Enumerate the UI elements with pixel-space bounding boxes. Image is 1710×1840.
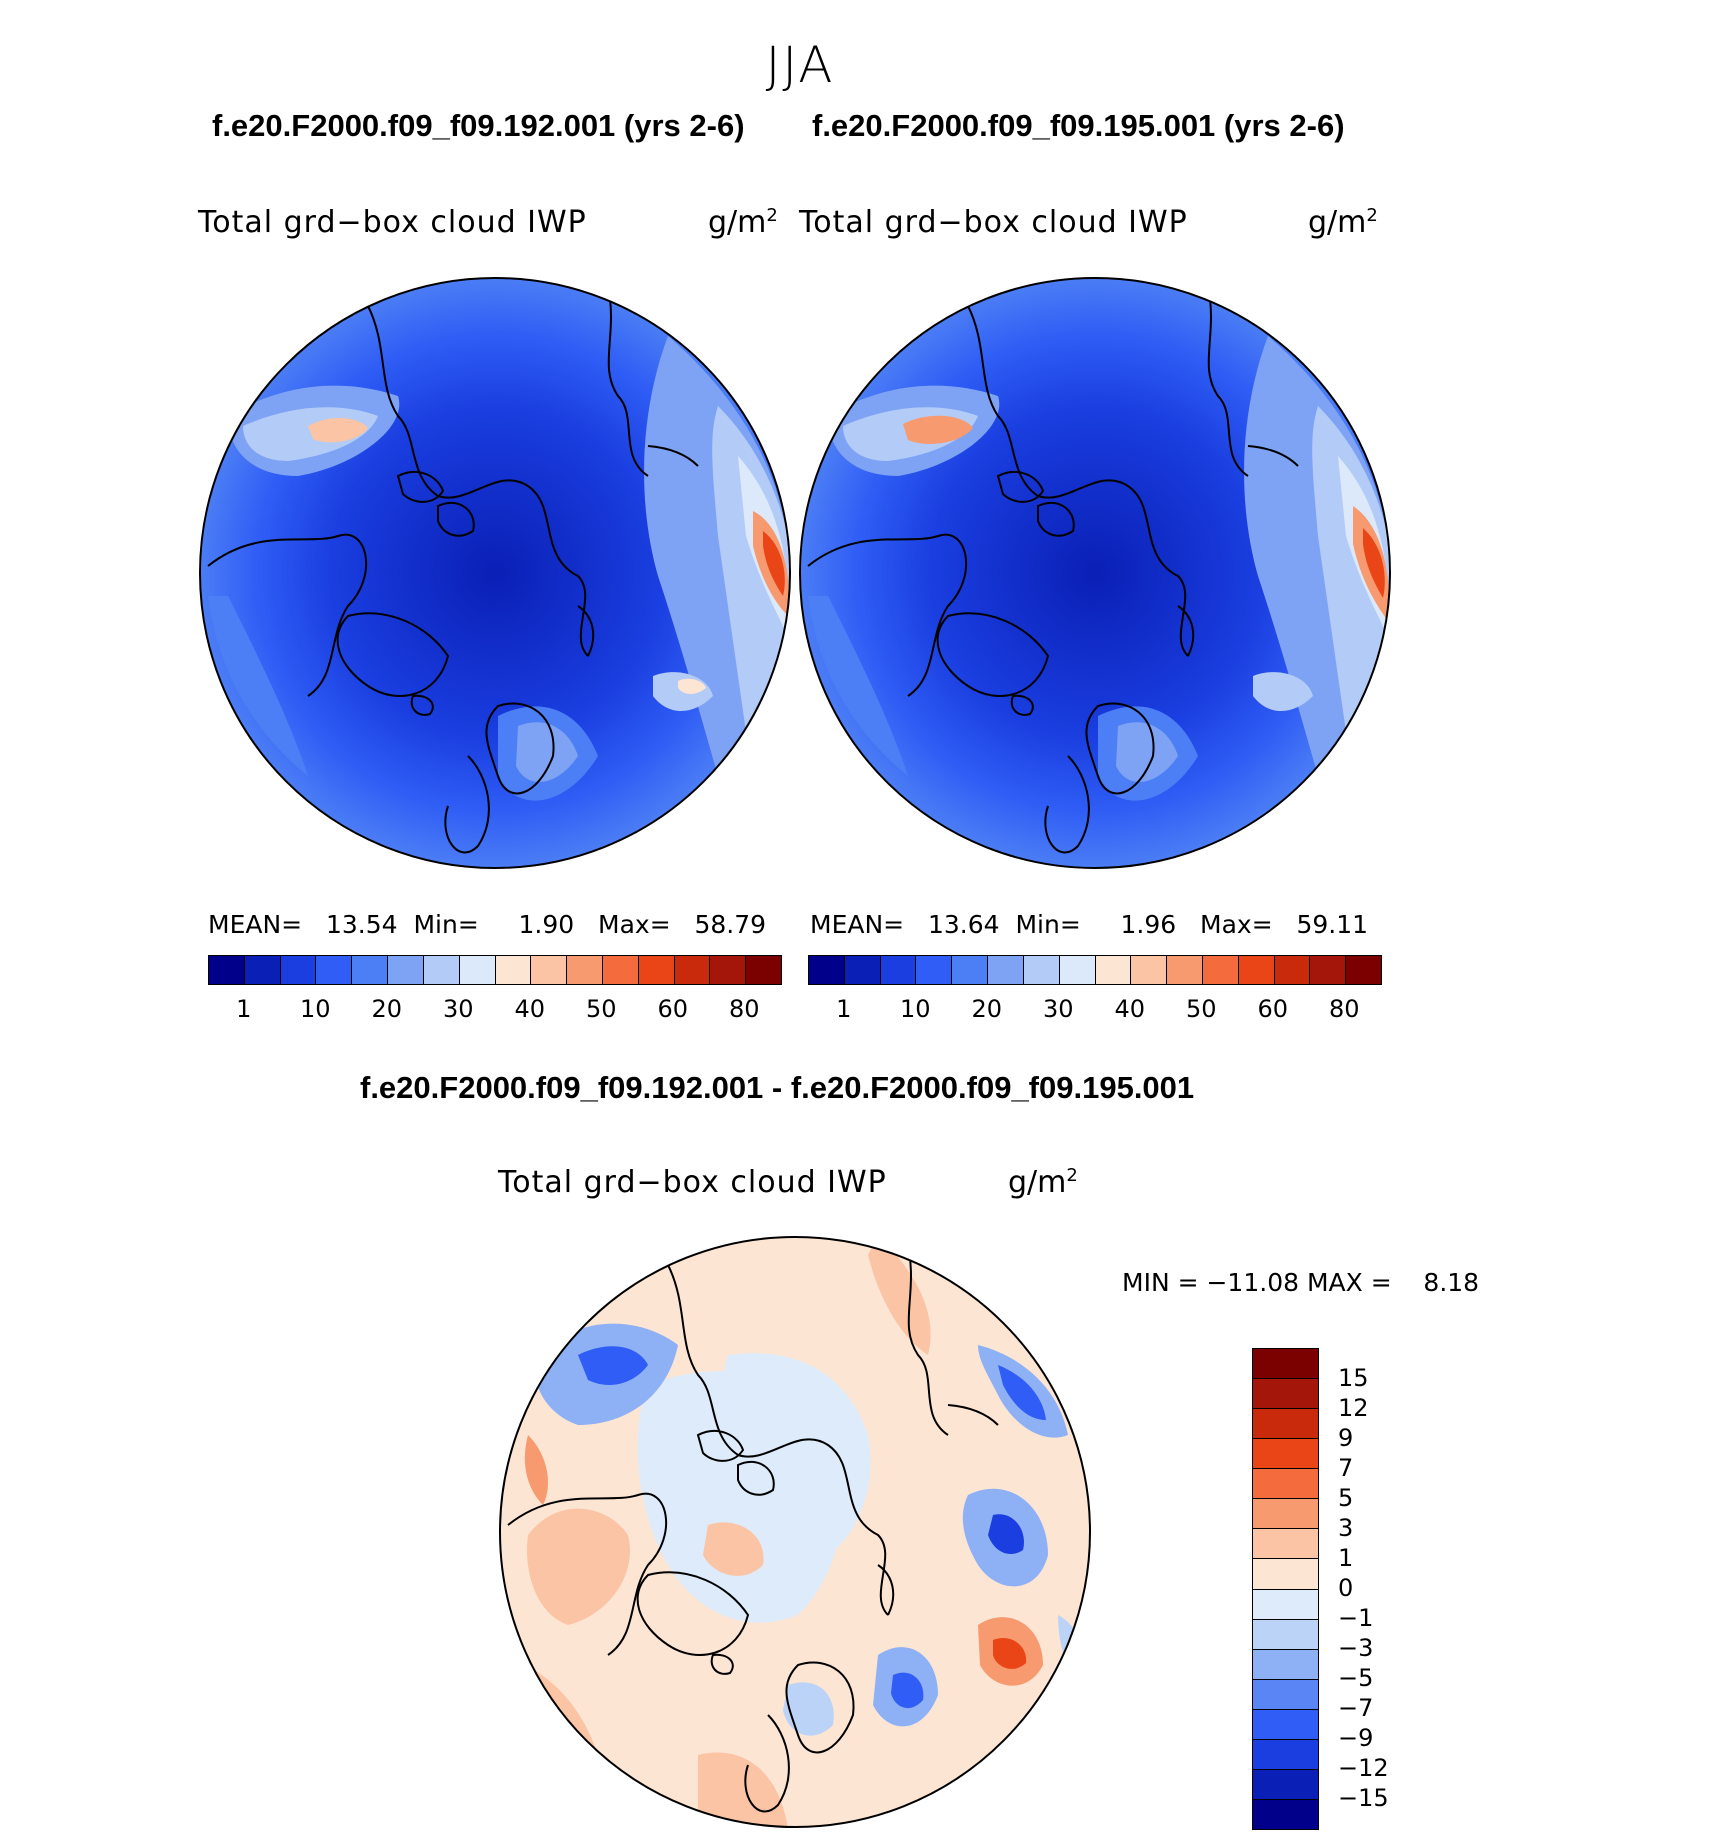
colorbar-tick-label: −5 [1338, 1664, 1374, 1692]
left-units: g/m2 [708, 205, 778, 240]
colorbar-tick-label: 50 [585, 995, 617, 1023]
diff-min-max: MIN = −11.08 MAX = 8.18 [1122, 1268, 1480, 1297]
colorbar-swatch [423, 956, 460, 984]
colorbar-tick-label: 12 [1338, 1394, 1369, 1422]
colorbar-tick-label: −9 [1338, 1724, 1374, 1752]
colorbar-tick-label: 10 [299, 995, 331, 1023]
colorbar-tick-label: 50 [1185, 995, 1217, 1023]
colorbar-swatch [1167, 956, 1203, 984]
right-variable-title: Total grd−box cloud IWP [799, 205, 1188, 240]
colorbar-tick-label: −15 [1338, 1784, 1389, 1812]
colorbar-swatch [1253, 1408, 1318, 1439]
colorbar-tick-label: 9 [1338, 1424, 1354, 1452]
colorbar-tick-label: −7 [1338, 1694, 1374, 1722]
colorbar-tick-label: 1 [236, 995, 252, 1023]
colorbar-tick-label: 1 [1338, 1544, 1354, 1572]
left-polar-map [199, 277, 791, 869]
colorbar-swatch [952, 956, 989, 984]
diff-colorbar [1252, 1348, 1319, 1830]
colorbar-tick-label: 40 [1114, 995, 1146, 1023]
colorbar-tick-label: 60 [657, 995, 689, 1023]
left-variable-title: Total grd−box cloud IWP [198, 205, 587, 240]
colorbar-swatch [209, 956, 245, 984]
colorbar-swatch [531, 956, 568, 984]
colorbar-swatch [1131, 956, 1168, 984]
colorbar-tick-label: −12 [1338, 1754, 1389, 1782]
colorbar-swatch [1253, 1798, 1318, 1829]
colorbar-swatch [746, 956, 781, 984]
colorbar-swatch [1253, 1738, 1318, 1769]
colorbar-tick-label: 3 [1338, 1514, 1354, 1542]
colorbar-swatch [674, 956, 711, 984]
colorbar-swatch [844, 956, 881, 984]
colorbar-swatch [388, 956, 424, 984]
colorbar-tick-label: 20 [371, 995, 403, 1023]
colorbar-swatch [1238, 956, 1275, 984]
right-colorbar [808, 955, 1382, 985]
colorbar-swatch [1253, 1618, 1318, 1649]
colorbar-swatch [1023, 956, 1060, 984]
diff-units: g/m2 [1008, 1165, 1078, 1200]
colorbar-swatch [1253, 1378, 1318, 1409]
colorbar-swatch [1095, 956, 1132, 984]
diff-title: f.e20.F2000.f09_f09.192.001 - f.e20.F200… [360, 1070, 1195, 1105]
colorbar-tick-label: 80 [1328, 995, 1360, 1023]
colorbar-swatch [1253, 1498, 1318, 1529]
colorbar-swatch [1274, 956, 1311, 984]
colorbar-swatch [710, 956, 747, 984]
colorbar-tick-label: 10 [899, 995, 931, 1023]
colorbar-swatch [1346, 956, 1381, 984]
colorbar-swatch [280, 956, 317, 984]
colorbar-swatch [602, 956, 639, 984]
colorbar-tick-label: 30 [1042, 995, 1074, 1023]
colorbar-swatch [244, 956, 281, 984]
colorbar-tick-label: 1 [836, 995, 852, 1023]
colorbar-swatch [1202, 956, 1239, 984]
colorbar-tick-label: 60 [1257, 995, 1289, 1023]
right-polar-map [799, 277, 1391, 869]
left-stats: MEAN= 13.54 Min= 1.90 Max= 58.79 [208, 910, 767, 939]
colorbar-swatch [809, 956, 845, 984]
left-colorbar [208, 955, 782, 985]
right-stats: MEAN= 13.64 Min= 1.96 Max= 59.11 [810, 910, 1369, 939]
colorbar-swatch [1253, 1768, 1318, 1799]
season-title: JJA [765, 36, 835, 94]
colorbar-swatch [1253, 1438, 1318, 1469]
colorbar-swatch [1059, 956, 1096, 984]
colorbar-swatch [567, 956, 603, 984]
colorbar-tick-label: 80 [728, 995, 760, 1023]
left-case-title: f.e20.F2000.f09_f09.192.001 (yrs 2-6) [212, 108, 745, 143]
colorbar-swatch [988, 956, 1024, 984]
colorbar-swatch [1310, 956, 1347, 984]
diff-polar-map [499, 1236, 1091, 1828]
colorbar-tick-label: −3 [1338, 1634, 1374, 1662]
colorbar-swatch [1253, 1349, 1318, 1379]
colorbar-swatch [459, 956, 496, 984]
colorbar-swatch [638, 956, 675, 984]
diff-variable-title: Total grd−box cloud IWP [498, 1165, 887, 1200]
colorbar-tick-label: 15 [1338, 1364, 1369, 1392]
colorbar-swatch [880, 956, 917, 984]
colorbar-swatch [1253, 1528, 1318, 1559]
colorbar-tick-label: 0 [1338, 1574, 1354, 1602]
colorbar-tick-label: −1 [1338, 1604, 1374, 1632]
colorbar-tick-label: 7 [1338, 1454, 1354, 1482]
colorbar-swatch [352, 956, 389, 984]
colorbar-swatch [1253, 1558, 1318, 1589]
colorbar-swatch [495, 956, 532, 984]
right-units: g/m2 [1308, 205, 1378, 240]
colorbar-swatch [1253, 1468, 1318, 1499]
colorbar-swatch [916, 956, 953, 984]
colorbar-swatch [1253, 1678, 1318, 1709]
right-case-title: f.e20.F2000.f09_f09.195.001 (yrs 2-6) [812, 108, 1345, 143]
colorbar-swatch [1253, 1588, 1318, 1619]
colorbar-tick-label: 5 [1338, 1484, 1354, 1512]
colorbar-tick-label: 30 [442, 995, 474, 1023]
colorbar-swatch [1253, 1708, 1318, 1739]
colorbar-tick-label: 40 [514, 995, 546, 1023]
colorbar-tick-label: 20 [971, 995, 1003, 1023]
colorbar-swatch [316, 956, 353, 984]
colorbar-swatch [1253, 1648, 1318, 1679]
